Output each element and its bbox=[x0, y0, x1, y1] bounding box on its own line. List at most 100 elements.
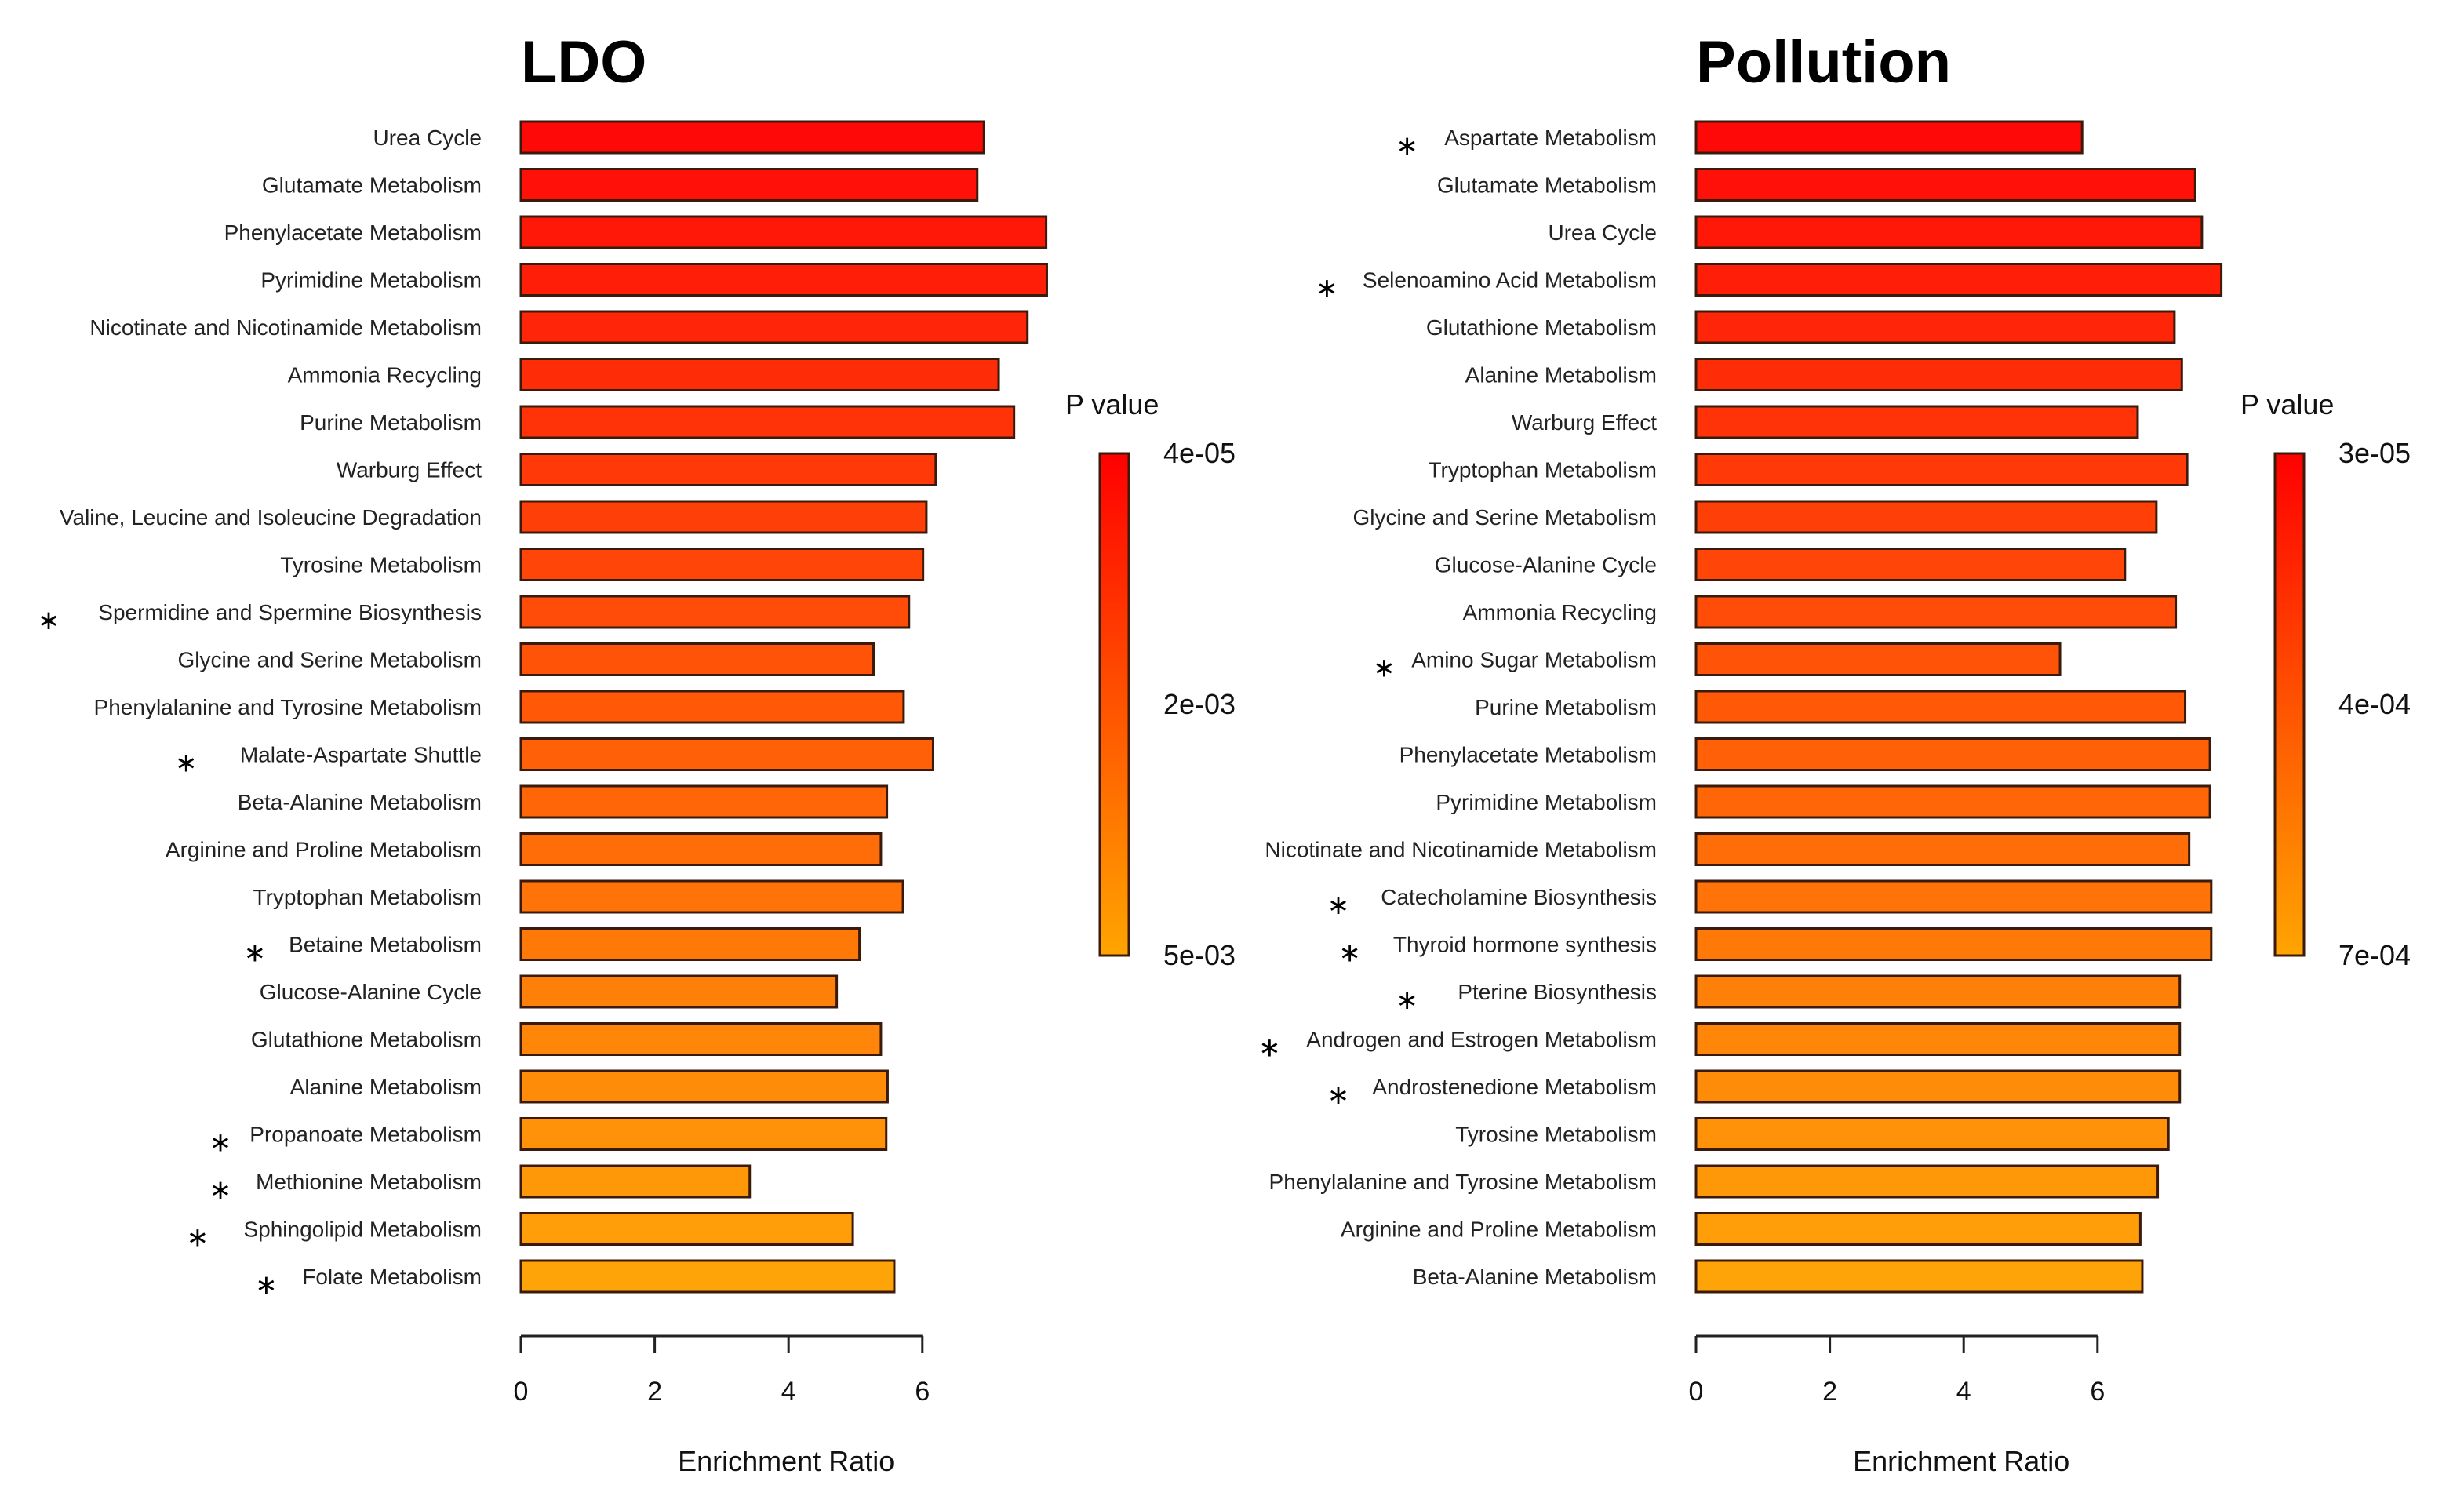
bar bbox=[1694, 1212, 2142, 1246]
bar bbox=[1694, 310, 2176, 344]
x-tick-label: 2 bbox=[1822, 1377, 1837, 1407]
category-label: Beta-Alanine Metabolism bbox=[1413, 1265, 1657, 1289]
bar bbox=[1694, 879, 2213, 914]
category-label: Tryptophan Metabolism bbox=[1428, 458, 1657, 482]
bar bbox=[519, 453, 937, 486]
bar bbox=[519, 263, 1048, 297]
category-label: Thyroid hormone synthesis bbox=[1393, 933, 1657, 957]
category-label: Tyrosine Metabolism bbox=[280, 553, 482, 577]
category-label: Purine Metabolism bbox=[300, 410, 482, 435]
significance-star: ∗ bbox=[1316, 273, 1338, 304]
category-label: Catecholamine Biosynthesis bbox=[1381, 885, 1657, 909]
bar bbox=[519, 120, 985, 155]
legend-colorbar bbox=[2273, 452, 2306, 957]
category-label: Warburg Effect bbox=[1512, 410, 1657, 435]
category-label: Warburg Effect bbox=[337, 458, 482, 482]
category-label: Tryptophan Metabolism bbox=[253, 885, 482, 909]
bar bbox=[1694, 263, 2223, 297]
legend-title: P value bbox=[2240, 388, 2334, 420]
significance-star: ∗ bbox=[209, 1174, 232, 1206]
bar bbox=[519, 310, 1029, 344]
bar bbox=[519, 784, 889, 819]
bar bbox=[519, 974, 839, 1009]
legend-title: P value bbox=[1065, 388, 1159, 420]
bar bbox=[519, 1117, 888, 1151]
bar bbox=[1694, 1069, 2182, 1104]
bar bbox=[519, 500, 928, 534]
chart-title: LDO bbox=[521, 29, 646, 96]
bar bbox=[1694, 690, 2187, 724]
bar bbox=[1694, 1259, 2144, 1294]
bar bbox=[519, 642, 875, 676]
significance-star: ∗ bbox=[1396, 985, 1419, 1016]
significance-star: ∗ bbox=[209, 1127, 232, 1159]
significance-star: ∗ bbox=[255, 1269, 278, 1301]
category-label: Arginine and Proline Metabolism bbox=[1341, 1218, 1657, 1242]
significance-star: ∗ bbox=[1396, 130, 1419, 162]
bar bbox=[519, 690, 905, 724]
bar bbox=[519, 1164, 752, 1199]
bar bbox=[1694, 453, 2189, 486]
category-label: Urea Cycle bbox=[373, 126, 482, 150]
bar bbox=[519, 358, 1000, 391]
bar bbox=[519, 595, 911, 629]
bar bbox=[519, 832, 883, 866]
bar bbox=[519, 548, 925, 581]
category-label: Phenylacetate Metabolism bbox=[1399, 743, 1657, 767]
category-label: Spermidine and Spermine Biosynthesis bbox=[98, 600, 482, 624]
legend-tick-label: 7e-04 bbox=[2338, 939, 2411, 971]
significance-star: ∗ bbox=[38, 605, 60, 636]
legend-tick-label: 4e-04 bbox=[2338, 688, 2411, 720]
significance-star: ∗ bbox=[1373, 653, 1396, 684]
x-axis-label: Enrichment Ratio bbox=[678, 1445, 894, 1477]
category-label: Amino Sugar Metabolism bbox=[1411, 648, 1657, 672]
x-tick-label: 4 bbox=[781, 1377, 796, 1407]
significance-star: ∗ bbox=[1339, 937, 1362, 969]
significance-star: ∗ bbox=[1327, 890, 1350, 921]
x-tick-label: 2 bbox=[647, 1377, 662, 1407]
category-label: Ammonia Recycling bbox=[1463, 600, 1657, 624]
category-label: Pyrimidine Metabolism bbox=[260, 268, 482, 293]
legend-tick-label: 2e-03 bbox=[1163, 688, 1236, 720]
bar bbox=[1694, 1022, 2182, 1056]
significance-star: ∗ bbox=[1327, 1079, 1350, 1111]
bar bbox=[519, 1259, 896, 1294]
category-label: Arginine and Proline Metabolism bbox=[166, 838, 482, 862]
category-label: Nicotinate and Nicotinamide Metabolism bbox=[89, 315, 482, 340]
category-label: Glucose-Alanine Cycle bbox=[1435, 553, 1657, 577]
bar bbox=[1694, 405, 2139, 439]
x-axis-label: Enrichment Ratio bbox=[1853, 1445, 2069, 1477]
significance-star: ∗ bbox=[1258, 1032, 1281, 1064]
category-label: Beta-Alanine Metabolism bbox=[238, 790, 482, 814]
significance-star: ∗ bbox=[244, 937, 267, 969]
category-label: Phenylacetate Metabolism bbox=[224, 220, 482, 245]
category-label: Glutathione Metabolism bbox=[251, 1028, 482, 1052]
category-label: Glutamate Metabolism bbox=[262, 173, 482, 198]
bar bbox=[1694, 215, 2204, 249]
category-label: Folate Metabolism bbox=[302, 1265, 482, 1289]
category-label: Pterine Biosynthesis bbox=[1458, 980, 1657, 1004]
bar bbox=[1694, 784, 2211, 819]
bar bbox=[519, 1069, 889, 1104]
category-label: Selenoamino Acid Metabolism bbox=[1363, 268, 1657, 293]
bar bbox=[1694, 927, 2213, 961]
chart-title: Pollution bbox=[1696, 29, 1951, 96]
bar bbox=[1694, 168, 2196, 202]
significance-star: ∗ bbox=[187, 1222, 209, 1254]
category-label: Phenylalanine and Tyrosine Metabolism bbox=[1269, 1170, 1657, 1194]
bar bbox=[1694, 974, 2182, 1009]
category-label: Propanoate Metabolism bbox=[249, 1123, 482, 1147]
bar bbox=[1694, 642, 2062, 676]
category-label: Pyrimidine Metabolism bbox=[1436, 790, 1657, 814]
legend-tick-label: 4e-05 bbox=[1163, 437, 1236, 469]
category-label: Nicotinate and Nicotinamide Metabolism bbox=[1265, 838, 1657, 862]
category-label: Methionine Metabolism bbox=[256, 1170, 482, 1194]
category-label: Glutamate Metabolism bbox=[1437, 173, 1657, 198]
category-label: Sphingolipid Metabolism bbox=[243, 1218, 482, 1242]
x-tick-label: 4 bbox=[1956, 1377, 1971, 1407]
x-tick-label: 6 bbox=[915, 1377, 930, 1407]
category-label: Glutathione Metabolism bbox=[1426, 315, 1657, 340]
category-label: Glycine and Serine Metabolism bbox=[177, 648, 482, 672]
bar bbox=[519, 215, 1048, 249]
bar bbox=[1694, 1117, 2170, 1151]
